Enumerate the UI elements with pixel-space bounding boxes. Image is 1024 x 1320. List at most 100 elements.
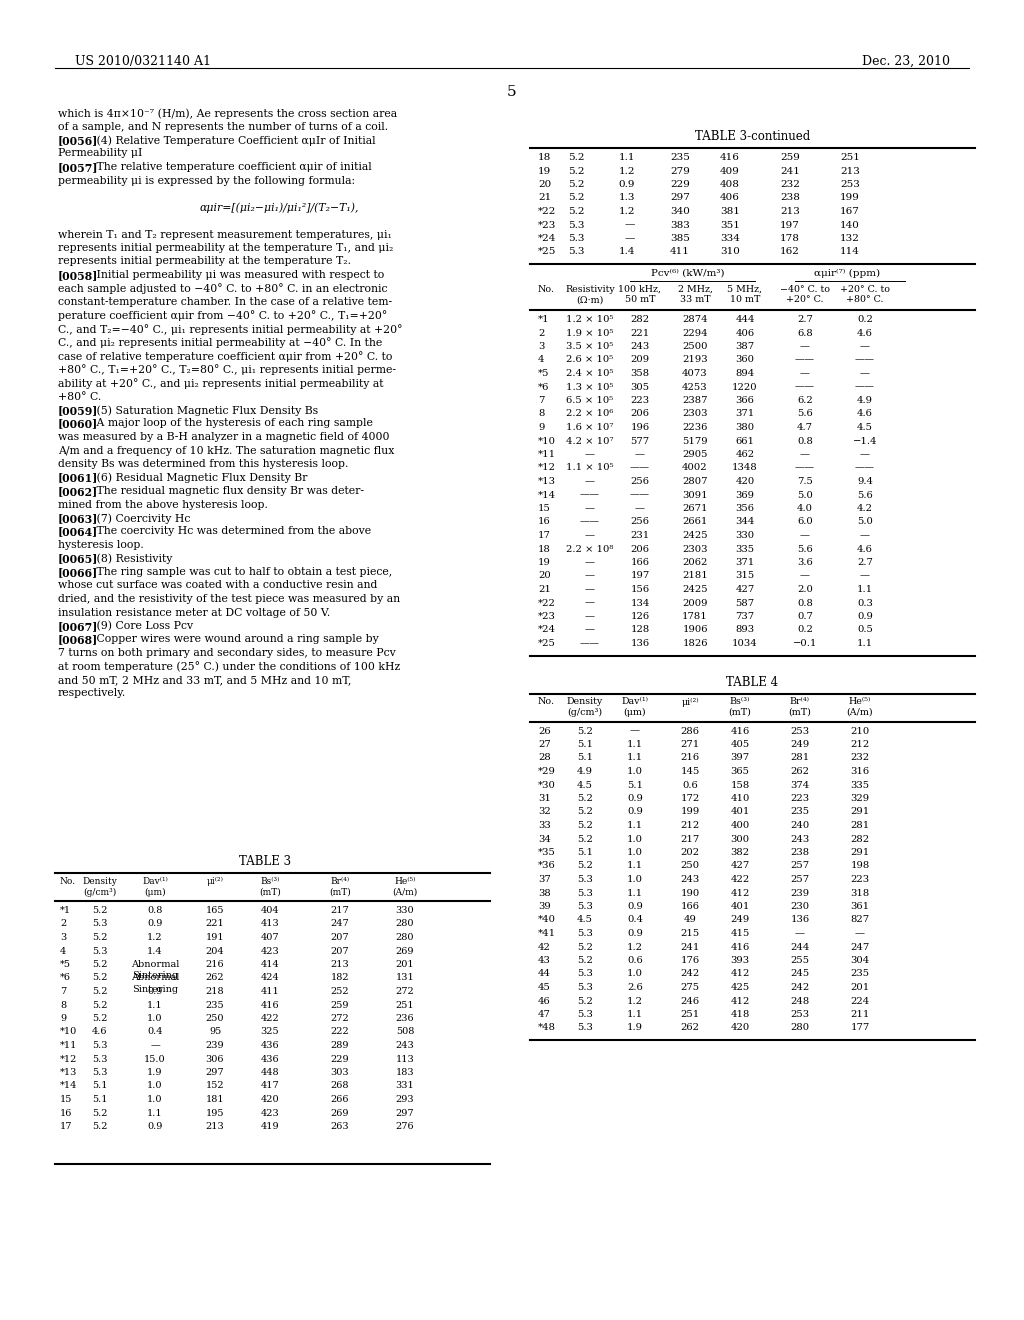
Text: 408: 408 xyxy=(720,180,740,189)
Text: 5.6: 5.6 xyxy=(797,409,813,418)
Text: 213: 213 xyxy=(206,1122,224,1131)
Text: 27: 27 xyxy=(538,741,551,748)
Text: 380: 380 xyxy=(735,422,755,432)
Text: 416: 416 xyxy=(720,153,740,162)
Text: 253: 253 xyxy=(791,1010,810,1019)
Text: [0061]: [0061] xyxy=(58,473,98,483)
Text: 0.9: 0.9 xyxy=(618,180,635,189)
Text: No.: No. xyxy=(538,697,555,706)
Text: 18: 18 xyxy=(538,544,551,553)
Text: 216: 216 xyxy=(680,754,699,763)
Text: 9: 9 xyxy=(60,1014,67,1023)
Text: 0.9: 0.9 xyxy=(627,808,643,817)
Text: 297: 297 xyxy=(395,1109,415,1118)
Text: [0064]: [0064] xyxy=(58,527,98,537)
Text: *48: *48 xyxy=(538,1023,556,1032)
Text: 21: 21 xyxy=(538,194,551,202)
Text: 397: 397 xyxy=(730,754,750,763)
Text: *24: *24 xyxy=(538,626,556,635)
Text: 462: 462 xyxy=(735,450,755,459)
Text: ——: —— xyxy=(855,355,874,364)
Text: 0.9: 0.9 xyxy=(627,795,643,803)
Text: μi⁽²⁾: μi⁽²⁾ xyxy=(207,876,223,886)
Text: *1: *1 xyxy=(538,315,550,323)
Text: The ring sample was cut to half to obtain a test piece,: The ring sample was cut to half to obtai… xyxy=(86,568,392,577)
Text: 409: 409 xyxy=(720,166,740,176)
Text: 42: 42 xyxy=(538,942,551,952)
Text: [0059]: [0059] xyxy=(58,405,98,416)
Text: No.: No. xyxy=(538,285,555,294)
Text: 242: 242 xyxy=(791,983,810,993)
Text: —: — xyxy=(625,220,635,230)
Text: 266: 266 xyxy=(331,1096,349,1104)
Text: *22: *22 xyxy=(538,598,556,607)
Text: 587: 587 xyxy=(735,598,755,607)
Text: 305: 305 xyxy=(631,383,649,392)
Text: Sintering: Sintering xyxy=(132,972,178,979)
Text: ——: —— xyxy=(630,491,650,499)
Text: 0.9: 0.9 xyxy=(857,612,872,620)
Text: No.: No. xyxy=(60,876,76,886)
Text: *11: *11 xyxy=(538,450,556,459)
Text: 251: 251 xyxy=(395,1001,415,1010)
Text: 1.0: 1.0 xyxy=(627,834,643,843)
Text: −0.1: −0.1 xyxy=(793,639,817,648)
Text: He⁽⁵⁾
(A/m): He⁽⁵⁾ (A/m) xyxy=(847,697,873,717)
Text: 5.2: 5.2 xyxy=(92,1109,108,1118)
Text: 4: 4 xyxy=(538,355,545,364)
Text: 406: 406 xyxy=(720,194,740,202)
Text: 2425: 2425 xyxy=(682,585,708,594)
Text: 221: 221 xyxy=(631,329,649,338)
Text: —: — xyxy=(585,477,595,486)
Text: 2062: 2062 xyxy=(682,558,708,568)
Text: 416: 416 xyxy=(730,942,750,952)
Text: 393: 393 xyxy=(730,956,750,965)
Text: Permeability μI: Permeability μI xyxy=(58,149,142,158)
Text: 1.0: 1.0 xyxy=(147,1096,163,1104)
Text: 5.2: 5.2 xyxy=(92,974,108,982)
Text: 44: 44 xyxy=(538,969,551,978)
Text: —: — xyxy=(585,450,595,459)
Text: 9.4: 9.4 xyxy=(857,477,873,486)
Text: 5.1: 5.1 xyxy=(92,1081,108,1090)
Text: —: — xyxy=(795,929,805,939)
Text: 424: 424 xyxy=(261,974,280,982)
Text: *5: *5 xyxy=(60,960,71,969)
Text: 412: 412 xyxy=(730,888,750,898)
Text: 7 turns on both primary and secondary sides, to measure Pcv: 7 turns on both primary and secondary si… xyxy=(58,648,395,657)
Text: 213: 213 xyxy=(840,166,860,176)
Text: −1.4: −1.4 xyxy=(853,437,878,446)
Text: (8) Resistivity: (8) Resistivity xyxy=(86,553,172,564)
Text: 401: 401 xyxy=(730,902,750,911)
Text: 420: 420 xyxy=(730,1023,750,1032)
Text: 236: 236 xyxy=(395,1014,415,1023)
Text: 7.5: 7.5 xyxy=(797,477,813,486)
Text: —: — xyxy=(585,504,595,513)
Text: US 2010/0321140 A1: US 2010/0321140 A1 xyxy=(75,55,211,69)
Text: 243: 243 xyxy=(791,834,810,843)
Text: 191: 191 xyxy=(206,933,224,942)
Text: 136: 136 xyxy=(791,916,810,924)
Text: 5.3: 5.3 xyxy=(578,888,593,898)
Text: 5.3: 5.3 xyxy=(578,1023,593,1032)
Text: 15.0: 15.0 xyxy=(144,1055,166,1064)
Text: *41: *41 xyxy=(538,929,556,939)
Text: 420: 420 xyxy=(735,477,755,486)
Text: 416: 416 xyxy=(261,1001,280,1010)
Text: 156: 156 xyxy=(631,585,649,594)
Text: 1.3 × 10⁵: 1.3 × 10⁵ xyxy=(566,383,613,392)
Text: +20° C. to
+80° C.: +20° C. to +80° C. xyxy=(840,285,890,305)
Text: [0063]: [0063] xyxy=(58,513,98,524)
Text: 5.0: 5.0 xyxy=(857,517,872,527)
Text: 4.2: 4.2 xyxy=(857,504,873,513)
Text: 131: 131 xyxy=(395,974,415,982)
Text: 212: 212 xyxy=(680,821,699,830)
Text: 5.6: 5.6 xyxy=(857,491,872,499)
Text: 250: 250 xyxy=(206,1014,224,1023)
Text: *5: *5 xyxy=(538,370,550,378)
Text: 335: 335 xyxy=(735,544,755,553)
Text: 181: 181 xyxy=(206,1096,224,1104)
Text: 5.2: 5.2 xyxy=(578,821,593,830)
Text: 235: 235 xyxy=(670,153,690,162)
Text: 5.3: 5.3 xyxy=(578,983,593,993)
